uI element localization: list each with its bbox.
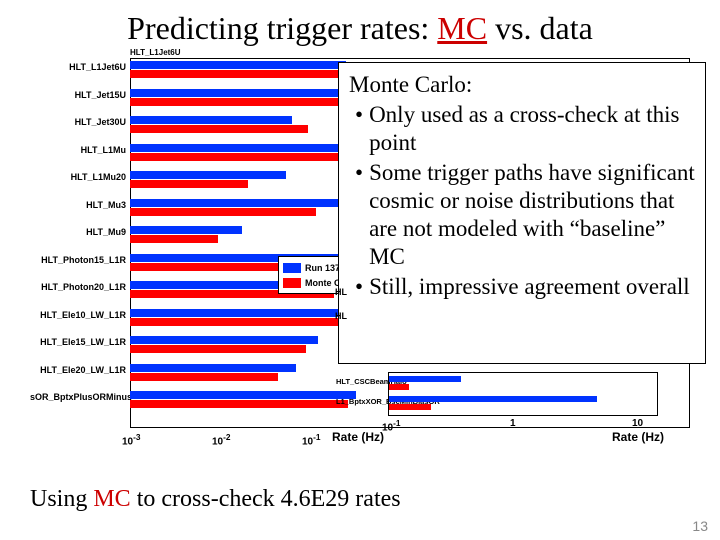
bar-run	[130, 199, 344, 207]
right-y-label: HLT_CSCBeamHalo	[336, 377, 386, 386]
right-y-label: L1_BptxXOR_BscMinBiasOR	[336, 397, 386, 406]
textbox-bullet: •Only used as a cross-check at this poin…	[349, 101, 695, 157]
tiny-top-label: HLT_L1Jet6U	[130, 48, 181, 57]
bar-run	[130, 116, 292, 124]
y-axis-label: HLT_Ele15_LW_L1R	[30, 337, 126, 347]
bar-mc	[130, 70, 356, 78]
y-axis-label: HLT_Jet30U	[30, 117, 126, 127]
bar-run	[130, 391, 356, 399]
y-axis-label: HLT_Photon20_L1R	[30, 282, 126, 292]
bar-run	[130, 364, 296, 372]
right-x-axis-label: Rate (Hz)	[612, 430, 664, 444]
bar-mc	[130, 98, 352, 106]
y-axis-label: HLT_Jet15U	[30, 90, 126, 100]
right-bar-run	[389, 396, 597, 402]
right-bar-mc	[389, 404, 431, 410]
y-axis-label: HLT_Mu9	[30, 227, 126, 237]
legend-swatch-run	[283, 263, 301, 273]
bar-mc	[130, 153, 340, 161]
bar-run	[130, 171, 286, 179]
textbox-heading: Monte Carlo:	[349, 71, 695, 99]
page-number: 13	[692, 518, 708, 534]
y-axis-label: HLT_Photon15_L1R	[30, 255, 126, 265]
hidden-label: HL	[335, 287, 347, 298]
y-axis-label: sOR_BptxPlusORMinus	[30, 392, 126, 402]
chart-bars: HLT_L1Jet6UHLT_Jet15UHLT_Jet30UHLT_L1MuH…	[130, 60, 330, 416]
legend-swatch-mc	[283, 278, 301, 288]
right-chart: HLT_CSCBeamHaloL1_BptxXOR_BscMinBiasOR 1…	[388, 372, 688, 442]
textbox-bullet: •Some trigger paths have significant cos…	[349, 159, 695, 271]
right-bar-run	[389, 376, 461, 382]
bar-mc	[130, 208, 316, 216]
bar-mc	[130, 345, 306, 353]
monte-carlo-textbox: Monte Carlo: •Only used as a cross-check…	[338, 62, 706, 364]
textbox-bullet: •Still, impressive agreement overall	[349, 273, 695, 301]
bar-run	[130, 336, 318, 344]
bar-mc	[130, 400, 348, 408]
bar-run	[130, 226, 242, 234]
bar-mc	[130, 180, 248, 188]
y-axis-label: HLT_L1Mu	[30, 145, 126, 155]
page-title: Predicting trigger rates: MC vs. data	[0, 0, 720, 53]
y-axis-label: HLT_Mu3	[30, 200, 126, 210]
bar-run	[130, 144, 354, 152]
y-axis-label: HLT_Ele20_LW_L1R	[30, 365, 126, 375]
bar-mc	[130, 125, 308, 133]
y-axis-label: HLT_Ele10_LW_L1R	[30, 310, 126, 320]
x-axis: 10-3 10-2 10-1	[130, 430, 360, 450]
bar-run	[130, 309, 356, 317]
bar-mc	[130, 235, 218, 243]
y-axis-label: HLT_L1Mu20	[30, 172, 126, 182]
bar-run	[130, 89, 338, 97]
right-bar-mc	[389, 384, 409, 390]
y-axis-label: HLT_L1Jet6U	[30, 62, 126, 72]
bar-mc	[130, 373, 278, 381]
bar-run	[130, 61, 346, 69]
bottom-caption: Using MC to cross-check 4.6E29 rates	[30, 486, 401, 513]
hidden-label: HL	[335, 311, 347, 322]
bar-mc	[130, 318, 342, 326]
x-axis-label: Rate (Hz)	[332, 430, 384, 444]
